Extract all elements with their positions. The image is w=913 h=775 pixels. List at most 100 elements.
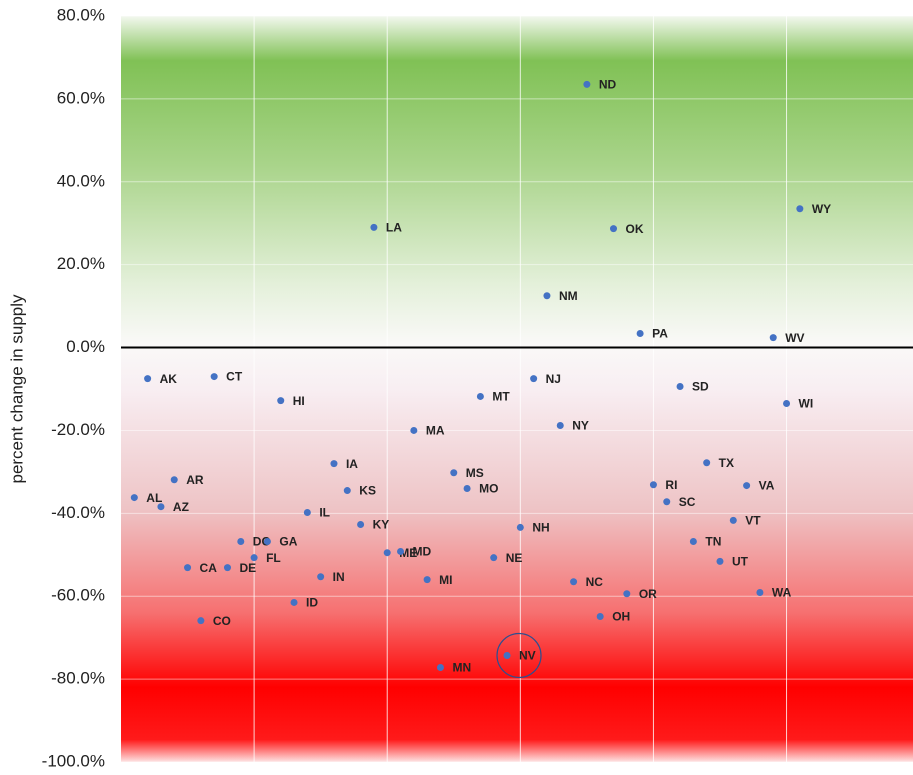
point [463,484,471,492]
point [223,564,231,572]
point-label: VT [745,514,761,528]
point [197,617,205,625]
point-label: KS [359,484,376,498]
point-label: NC [586,575,604,589]
point [729,516,737,524]
point-label: WA [772,586,792,600]
point [503,651,511,659]
point [170,476,178,484]
point-label: OK [626,222,644,236]
point-label: NV [519,649,536,663]
point [689,538,697,546]
point-label: ND [599,78,617,92]
y-tick-label: 0.0% [66,337,105,356]
point [676,383,684,391]
point [543,292,551,300]
y-tick-label: -20.0% [51,420,105,439]
point [476,392,484,400]
point [303,509,311,517]
point [184,564,192,572]
point-label: DC [253,535,271,549]
point-label: WV [785,331,804,345]
point-label: ID [306,596,318,610]
point [397,547,405,555]
point-label: MD [413,545,432,559]
point [769,334,777,342]
point-label: MO [479,482,498,496]
point-label: CA [200,561,218,575]
point-label: DE [239,561,256,575]
y-tick-label: -100.0% [42,751,105,770]
highlight-circle [496,632,542,679]
point-label: WI [799,397,814,411]
y-tick-label: -40.0% [51,503,105,522]
point [410,426,418,434]
point-label: KY [373,518,390,532]
point-label: WY [812,202,831,216]
point-label: IL [319,506,330,520]
point-label: IN [333,570,345,584]
point-label: NY [572,419,589,433]
point-label: TX [719,456,734,470]
point-label: UT [732,555,749,569]
point-label: NM [559,289,578,303]
point-label: GA [279,535,297,549]
point [663,498,671,506]
point [343,487,351,495]
point-label: VA [759,479,775,493]
point [330,460,338,468]
point [144,375,152,383]
point-label: IA [346,457,358,471]
point-label: AR [186,473,204,487]
point-label: AK [160,372,178,386]
point-label: MN [452,661,471,675]
point [570,578,578,586]
plot-area [121,16,913,762]
point [277,397,285,405]
point [636,329,644,337]
point-label: OR [639,587,657,601]
point [290,598,298,606]
point [450,469,458,477]
point-label: RI [665,478,677,492]
point [623,590,631,598]
y-tick-label: 40.0% [57,171,105,190]
point-label: SC [679,495,696,509]
point [237,538,245,546]
point [210,373,218,381]
point [583,80,591,88]
point [610,225,618,233]
y-tick-label: 60.0% [57,88,105,107]
point-label: HI [293,394,305,408]
y-tick-label: -80.0% [51,669,105,688]
point [756,588,764,596]
point-label: ME [399,546,417,560]
point-label: NJ [546,372,561,386]
point [783,400,791,408]
point [596,613,604,621]
y-tick-label: -60.0% [51,586,105,605]
point-label: AL [146,491,162,505]
point [423,576,431,584]
point [383,549,391,557]
point-label: LA [386,221,402,235]
point [250,554,258,562]
point-label: MT [492,390,510,404]
y-tick-label: 80.0% [57,5,105,24]
y-axis-title: percent change in supply [7,294,26,484]
point-label: OH [612,610,630,624]
point [370,223,378,231]
point [357,521,365,529]
point [649,481,657,489]
point [130,494,138,502]
point-label: NH [532,521,549,535]
y-tick-label: 20.0% [57,254,105,273]
point [716,557,724,565]
point-label: TN [705,535,721,549]
point [436,664,444,672]
point-label: SD [692,380,709,394]
point [263,538,271,546]
point [703,459,711,467]
